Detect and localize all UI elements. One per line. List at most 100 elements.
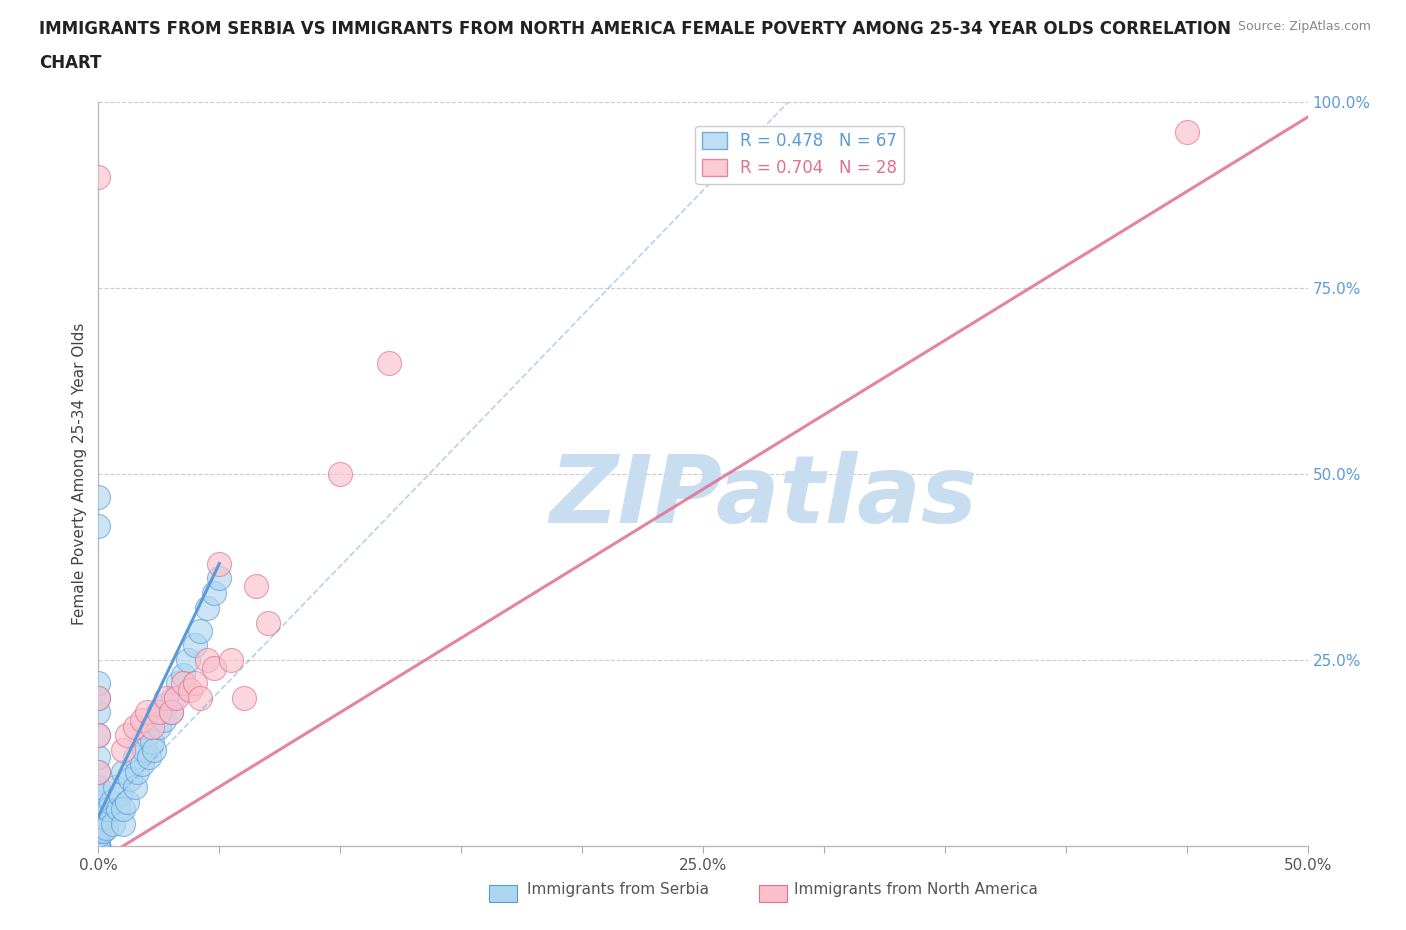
Point <box>117 727 139 742</box>
Point <box>134 742 156 757</box>
Point <box>87 809 110 824</box>
Point <box>87 764 110 779</box>
Point <box>87 727 110 742</box>
Point <box>87 828 110 843</box>
Point <box>208 556 231 571</box>
Point <box>165 690 187 705</box>
Point <box>141 735 163 750</box>
Point <box>143 742 166 757</box>
Point <box>108 787 131 802</box>
Point <box>87 839 110 854</box>
Point <box>179 683 201 698</box>
Point <box>87 690 110 705</box>
Point <box>131 712 153 727</box>
Point <box>131 757 153 772</box>
Point <box>87 705 110 720</box>
Point <box>118 772 141 787</box>
Point <box>195 653 218 668</box>
Point <box>87 787 110 802</box>
Point <box>87 675 110 690</box>
Point <box>124 720 146 735</box>
Point <box>87 802 110 817</box>
Point <box>111 742 134 757</box>
Point <box>148 705 170 720</box>
Point <box>100 794 122 809</box>
Point <box>101 817 124 831</box>
Text: CHART: CHART <box>39 54 101 72</box>
Point <box>127 764 149 779</box>
Point <box>141 720 163 735</box>
Point <box>377 355 399 370</box>
Point <box>87 839 110 854</box>
Point <box>87 817 110 831</box>
Point <box>204 660 226 675</box>
Point <box>188 623 211 638</box>
Point <box>104 779 127 794</box>
Point <box>87 824 110 839</box>
Point <box>87 764 110 779</box>
Point <box>245 578 267 593</box>
Point <box>87 839 110 854</box>
Point <box>184 675 207 690</box>
Text: Immigrants from Serbia: Immigrants from Serbia <box>527 882 709 897</box>
Point <box>87 839 110 854</box>
Point <box>87 813 110 828</box>
Point <box>135 705 157 720</box>
Text: IMMIGRANTS FROM SERBIA VS IMMIGRANTS FROM NORTH AMERICA FEMALE POVERTY AMONG 25-: IMMIGRANTS FROM SERBIA VS IMMIGRANTS FRO… <box>39 20 1232 38</box>
Point <box>111 764 134 779</box>
Point <box>87 794 110 809</box>
Text: Source: ZipAtlas.com: Source: ZipAtlas.com <box>1237 20 1371 33</box>
Point <box>87 169 110 184</box>
Point <box>204 586 226 601</box>
Point <box>138 750 160 764</box>
Point <box>208 571 231 586</box>
Point <box>167 675 190 690</box>
Point <box>87 489 110 504</box>
Point <box>87 831 110 846</box>
Point <box>87 519 110 534</box>
Y-axis label: Female Poverty Among 25-34 Year Olds: Female Poverty Among 25-34 Year Olds <box>72 323 87 626</box>
Point <box>107 802 129 817</box>
Point <box>155 698 177 712</box>
Point <box>97 802 120 817</box>
Point <box>232 690 254 705</box>
Point <box>117 794 139 809</box>
Point <box>87 839 110 854</box>
Point <box>160 705 183 720</box>
Point <box>329 467 352 482</box>
Point <box>177 653 200 668</box>
Point <box>87 839 110 854</box>
Point <box>87 839 110 854</box>
Point <box>1175 125 1198 140</box>
Point <box>87 690 110 705</box>
Point <box>87 779 110 794</box>
Point <box>111 802 134 817</box>
Point <box>87 820 110 835</box>
Point <box>111 817 134 831</box>
Point <box>91 809 114 824</box>
Text: ZIPatlas: ZIPatlas <box>550 451 977 542</box>
Point <box>148 720 170 735</box>
Point <box>195 601 218 616</box>
Point <box>124 750 146 764</box>
Point <box>256 616 278 631</box>
Point <box>152 712 174 727</box>
Point <box>94 820 117 835</box>
Point <box>87 839 110 854</box>
Point <box>87 839 110 854</box>
Point <box>87 839 110 854</box>
Point <box>162 690 184 705</box>
Point <box>184 638 207 653</box>
Point <box>87 750 110 764</box>
Point <box>172 675 194 690</box>
Point <box>160 705 183 720</box>
Point <box>221 653 243 668</box>
Text: Immigrants from North America: Immigrants from North America <box>794 882 1038 897</box>
Point <box>188 690 211 705</box>
Point <box>91 824 114 839</box>
Point <box>135 727 157 742</box>
Point <box>87 839 110 854</box>
Legend: R = 0.478   N = 67, R = 0.704   N = 28: R = 0.478 N = 67, R = 0.704 N = 28 <box>696 126 904 183</box>
Point <box>87 727 110 742</box>
Point <box>172 668 194 683</box>
